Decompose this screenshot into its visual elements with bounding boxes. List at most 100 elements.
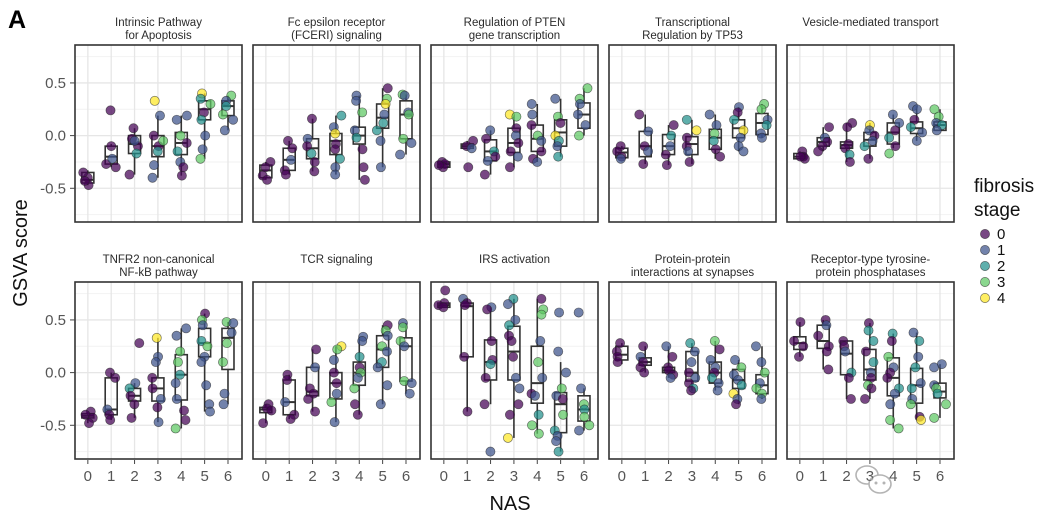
data-point [536, 146, 547, 157]
data-point [221, 101, 232, 112]
facet-title: Vesicle-mediated transport [802, 17, 939, 29]
facet-title: Regulation of PTEN [464, 17, 566, 29]
data-point [882, 372, 893, 383]
data-point [709, 336, 720, 346]
data-point [756, 357, 767, 368]
data-point [84, 418, 94, 429]
data-point [689, 346, 700, 357]
data-point [795, 317, 806, 327]
data-point [561, 367, 571, 378]
facet-title: Receptor-type tyrosine- [811, 254, 931, 266]
data-point [170, 378, 181, 389]
legend-swatch [980, 277, 990, 287]
data-point [513, 399, 524, 410]
data-point [511, 111, 522, 122]
data-point [634, 109, 645, 120]
data-point [579, 411, 590, 422]
data-point [615, 338, 626, 349]
data-point [126, 412, 137, 423]
data-point [665, 141, 676, 152]
data-point [910, 362, 921, 373]
data-point [395, 149, 406, 160]
data-point [533, 428, 544, 439]
data-point [666, 130, 677, 141]
data-point [573, 307, 584, 318]
data-point [176, 170, 187, 181]
data-point [842, 122, 853, 133]
x-tick-label: 3 [154, 468, 162, 485]
data-point [685, 338, 696, 349]
data-point [280, 397, 291, 408]
data-point [553, 346, 564, 357]
data-point [861, 346, 871, 357]
data-point [731, 399, 741, 410]
data-point [479, 399, 490, 410]
data-point [178, 162, 189, 173]
data-point [195, 153, 206, 164]
data-point [175, 130, 186, 141]
data-point [302, 141, 313, 152]
data-point [459, 300, 470, 311]
data-point [584, 420, 595, 431]
data-point [665, 372, 676, 383]
data-point [686, 385, 697, 396]
data-point [175, 369, 185, 380]
data-point [736, 362, 747, 373]
data-point [197, 144, 208, 155]
data-point [404, 388, 415, 399]
panel-border [430, 44, 599, 223]
data-point [533, 357, 544, 368]
data-point [550, 93, 561, 104]
data-point [181, 138, 192, 148]
data-point [152, 146, 163, 157]
data-point [481, 133, 492, 144]
data-point [106, 141, 117, 152]
data-point [459, 351, 470, 362]
data-point [883, 351, 894, 362]
data-point [527, 420, 537, 431]
data-point [466, 143, 477, 154]
data-point [306, 148, 317, 159]
data-point [638, 341, 649, 352]
data-point [511, 372, 521, 383]
data-point [824, 122, 835, 133]
data-point [375, 135, 386, 146]
legend-title-line-2: stage [974, 200, 1020, 221]
data-point [260, 162, 271, 173]
facet-title: protein phosphatases [816, 267, 926, 279]
data-point [358, 162, 369, 173]
x-tick-label: 0 [440, 468, 448, 485]
facet-title: IRS activation [479, 254, 550, 266]
data-point [552, 141, 563, 152]
legend-label: 3 [997, 274, 1005, 291]
data-point [906, 383, 917, 394]
data-point [336, 110, 347, 121]
y-tick-label: -0.5 [40, 417, 66, 434]
data-point [172, 146, 183, 157]
data-point [311, 344, 321, 355]
data-point [868, 336, 879, 346]
data-point [331, 388, 342, 399]
data-point [105, 415, 116, 425]
data-point [612, 357, 623, 368]
x-tick-label: 2 [486, 468, 494, 485]
data-point [866, 383, 877, 394]
data-point [359, 174, 370, 185]
data-point [105, 105, 116, 116]
x-tick-label: 5 [200, 468, 208, 485]
data-point [503, 299, 513, 310]
data-point [153, 417, 164, 428]
data-point [357, 107, 368, 118]
box-iqr [221, 327, 235, 371]
data-point [859, 141, 870, 152]
data-point [397, 322, 408, 333]
data-point [228, 114, 239, 125]
data-point [735, 132, 746, 143]
data-point [508, 351, 519, 362]
panel-border [430, 281, 599, 460]
data-point [351, 132, 362, 143]
data-point [708, 135, 719, 146]
